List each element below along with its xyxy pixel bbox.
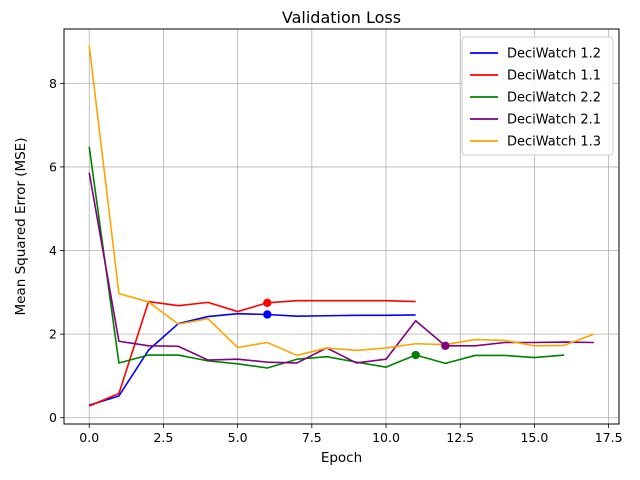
series-marker-2	[411, 350, 420, 360]
series-marker-1	[263, 298, 272, 307]
series-line-3	[88, 172, 594, 364]
legend-label-3: DeciWatch 2.1	[507, 113, 601, 128]
series-line-1	[88, 299, 416, 407]
chart-title: Validation Loss	[282, 8, 401, 27]
y-tick-label: 8	[49, 76, 57, 91]
series-marker-3	[441, 341, 450, 351]
x-tick-label: 2.5	[153, 430, 173, 445]
y-tick-label: 0	[49, 410, 57, 425]
y-axis-label: Mean Squared Error (MSE)	[13, 138, 29, 316]
legend-label-0: DeciWatch 1.2	[507, 47, 601, 62]
series-lines	[88, 45, 595, 407]
series-marker-0	[263, 310, 272, 319]
plot-frame	[63, 28, 620, 425]
x-tick-label: 15.0	[520, 430, 548, 445]
y-tick-label: 6	[49, 159, 57, 174]
x-tick-label: 10.0	[372, 430, 400, 445]
series-line-2	[88, 146, 565, 369]
series-line-4	[88, 45, 595, 357]
series-markers	[263, 298, 450, 360]
legend: DeciWatch 1.2 DeciWatch 1.1 DeciWatch 2.2 D…	[461, 36, 614, 156]
x-tick-label: 7.5	[302, 430, 322, 445]
axis-ticks: 0.0 2.5 5.0 7.5 10.0 12.5 15.0 17.5 0 2 4 6 8	[49, 76, 622, 445]
legend-label-4: DeciWatch 1.3	[507, 135, 601, 150]
legend-label-1: DeciWatch 1.1	[507, 69, 601, 84]
x-tick-label: 12.5	[446, 430, 474, 445]
x-axis-label: Epoch	[321, 450, 362, 466]
x-tick-label: 17.5	[595, 430, 623, 445]
legend-box	[461, 36, 614, 156]
x-tick-label: 0.0	[79, 430, 99, 445]
y-tick-label: 4	[49, 243, 57, 258]
x-tick-label: 5.0	[228, 430, 248, 445]
legend-label-2: DeciWatch 2.2	[507, 91, 601, 106]
y-tick-label: 2	[49, 327, 57, 342]
series-line-0	[88, 312, 416, 406]
